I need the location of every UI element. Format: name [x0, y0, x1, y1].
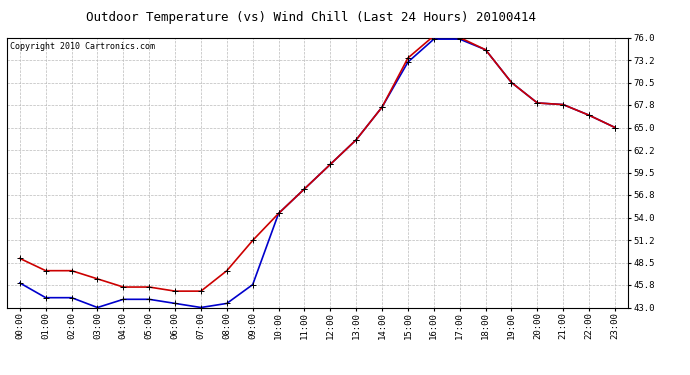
Text: Outdoor Temperature (vs) Wind Chill (Last 24 Hours) 20100414: Outdoor Temperature (vs) Wind Chill (Las…	[86, 11, 535, 24]
Text: Copyright 2010 Cartronics.com: Copyright 2010 Cartronics.com	[10, 42, 155, 51]
